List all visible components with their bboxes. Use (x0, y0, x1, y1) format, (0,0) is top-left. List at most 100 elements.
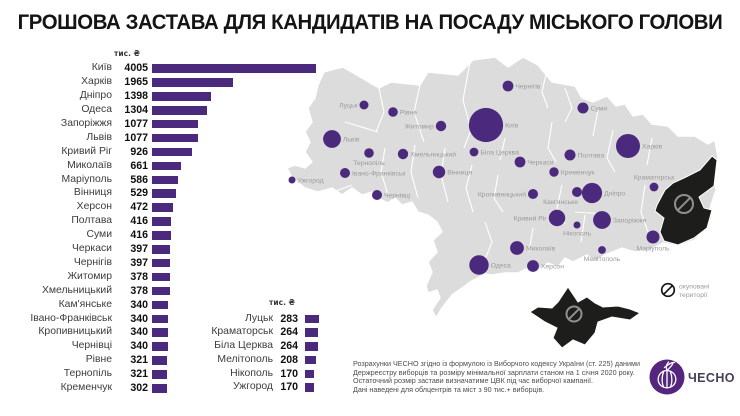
value-bar (152, 328, 169, 337)
city-bubble (514, 156, 526, 168)
value-bar (152, 189, 176, 198)
map-city-label: Чернігів (515, 82, 540, 90)
page-title: ГРОШОВА ЗАСТАВА ДЛЯ КАНДИДАТІВ НА ПОСАДУ… (17, 11, 723, 34)
value-bar (152, 119, 198, 129)
occupied-legend: окуповані території (660, 283, 710, 299)
city-value: 472 (130, 201, 148, 214)
value-bar (152, 175, 179, 184)
city-label: Полтава (71, 215, 112, 227)
bar-row: Черкаси 397 (0, 242, 740, 256)
occupied-east-region (654, 155, 718, 246)
city-bubble (593, 211, 611, 229)
city-label: Київ (91, 62, 112, 74)
city-bubble (288, 176, 296, 184)
city-label: Кам'янське (58, 298, 112, 310)
city-label: Дніпро (79, 90, 112, 102)
city-value: 1965 (124, 76, 148, 89)
value-bar (152, 106, 207, 115)
footnote-line: Дані наведені для облцентрів та міст з 9… (353, 385, 545, 395)
city-value: 1077 (124, 131, 148, 144)
footnote-line: Розрахунки ЧЕСНО згідно із формулою із В… (353, 359, 641, 368)
city-label: Миколаїв (67, 159, 112, 171)
city-bubble (598, 246, 606, 254)
bar-row: Тернопіль 321 (0, 367, 740, 381)
map-city-label: Нікополь (563, 230, 592, 238)
city-value: 1304 (124, 104, 148, 116)
main-chart-unit-label: тис. ₴ (114, 49, 140, 58)
value-bar (152, 133, 198, 143)
footnote-line: Остаточний розмір застави визначатиме ЦВ… (353, 376, 593, 386)
value-bar (152, 356, 168, 365)
city-value: 416 (130, 229, 148, 242)
bar-row: Мелітополь 208 (0, 353, 740, 367)
value-bar (152, 300, 169, 310)
value-bar (305, 369, 315, 378)
bar-row: Луцьк 283 (0, 312, 740, 326)
city-label: Ужгород (233, 381, 273, 393)
garlic-icon (657, 361, 677, 389)
city-value: 340 (130, 326, 148, 339)
bar-row: Кривий Ріг 926 (0, 145, 740, 159)
footnote-line: Держреєстру виборців та розміру мінімаль… (353, 367, 635, 377)
city-label: Кривий Ріг (61, 145, 112, 157)
value-bar (152, 314, 169, 323)
bar-row: Чернігів 397 (0, 256, 740, 270)
map-city-label: Кропивницький (478, 190, 526, 198)
value-bar (152, 245, 171, 254)
map-city-label: Кременчук (561, 169, 595, 176)
map-city-label: Біла Церква (480, 148, 519, 156)
city-bubble (577, 102, 589, 114)
value-bar (305, 383, 315, 392)
city-bubble (572, 187, 582, 197)
city-bubble (581, 182, 603, 204)
map-city-label: Мелітополь (584, 255, 621, 263)
city-bubble (432, 165, 446, 179)
value-bar (152, 92, 211, 101)
city-bubble (469, 147, 479, 157)
map-city-label: Івано-Франківськ (352, 169, 405, 177)
footnote: Розрахунки ЧЕСНО згідно із формулою із В… (353, 359, 643, 395)
city-value: 321 (130, 368, 148, 381)
city-value: 208 (280, 353, 298, 366)
value-bar (305, 314, 319, 324)
city-label: Одеса (81, 104, 112, 115)
city-bubble (646, 230, 660, 244)
city-label: Львів (86, 131, 112, 143)
city-value: 264 (280, 326, 298, 339)
city-bubble (549, 167, 559, 177)
no-entry-icon-east (674, 194, 694, 214)
bar-row: Полтава 416 (0, 214, 740, 228)
bar-row: Миколаїв 661 (0, 159, 740, 173)
bar-row: Харків 1965 (0, 75, 740, 89)
map-city-label: Хмельницький (410, 150, 456, 158)
city-value: 4005 (124, 62, 148, 75)
map-city-label: Полтава (578, 152, 605, 159)
map-city-label: Суми (591, 105, 608, 112)
city-label: Кропивницький (38, 326, 112, 338)
city-label: Тернопіль (63, 368, 112, 380)
map-city-label: Київ (505, 122, 519, 129)
city-bubble (388, 107, 398, 117)
city-label: Луцьк (244, 312, 273, 324)
bar-row: Одеса 1304 (0, 103, 740, 117)
map-city-label: Краматорськ (634, 175, 674, 182)
city-bubble (548, 209, 566, 227)
city-label: Вінниця (73, 187, 112, 199)
city-label: Хмельницький (41, 284, 112, 296)
bar-row: Нікополь 170 (0, 367, 740, 381)
bar-row: Хмельницький 378 (0, 284, 740, 298)
bar-row: Чернівці 340 (0, 339, 740, 353)
value-bar (152, 147, 192, 157)
city-label: Рівне (85, 354, 112, 366)
map-city-label: Маріуполь (636, 245, 669, 253)
city-label: Краматорськ (211, 326, 273, 338)
map-city-label: Миколаїв (526, 245, 556, 252)
map-city-label: Рівне (400, 108, 417, 116)
city-label: Біла Церква (214, 340, 273, 352)
city-label: Івано-Франківськ (30, 312, 112, 324)
bar-row: Запоріжжя 1077 (0, 117, 740, 131)
value-bar (305, 328, 319, 337)
city-bubble (435, 120, 447, 132)
value-bar (152, 161, 182, 171)
city-value: 1077 (124, 117, 148, 130)
